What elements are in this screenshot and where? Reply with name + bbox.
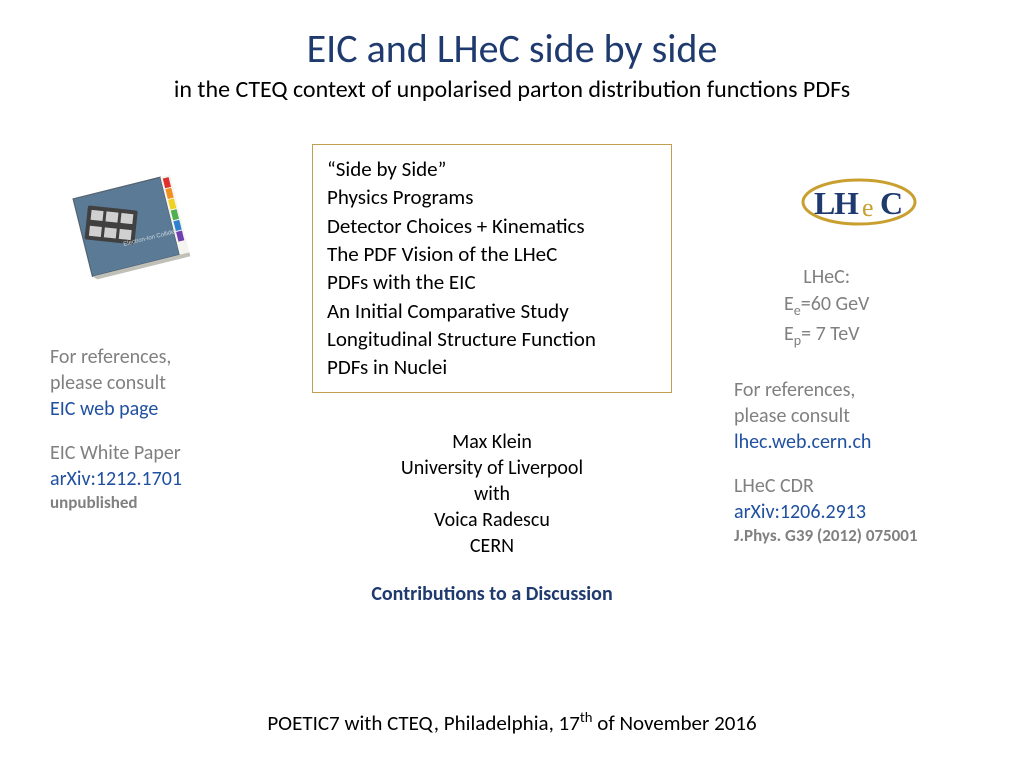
title-block: EIC and LHeC side by side in the CTEQ co… — [0, 0, 1024, 104]
ref-text: For references, — [734, 377, 918, 403]
lhec-parameters: LHeC: Ee=60 GeV Ep= 7 TeV — [784, 264, 869, 351]
svg-text:L: L — [814, 185, 835, 221]
lhec-param-ee: Ee=60 GeV — [784, 291, 869, 321]
ref-text: please consult — [734, 403, 918, 429]
right-column: L H e C LHeC: Ee=60 GeV Ep= 7 TeV For re… — [734, 144, 974, 547]
lhec-param-ep: Ep= 7 TeV — [784, 321, 869, 351]
eic-arxiv-link[interactable]: arXiv:1212.1701 — [50, 466, 182, 492]
author-affil: University of Liverpool — [371, 455, 612, 481]
author-name2: Voica Radescu — [371, 507, 612, 533]
content-row: Electron-Ion Collider For references, pl… — [0, 144, 1024, 607]
eic-book-icon: Electron-Ion Collider — [60, 174, 200, 284]
topic-line: Longitudinal Structure Function — [327, 325, 653, 353]
svg-text:C: C — [880, 185, 903, 221]
lhec-arxiv-link[interactable]: arXiv:1206.2913 — [734, 499, 918, 525]
contributions-label: Contributions to a Discussion — [371, 581, 612, 607]
topic-line: Physics Programs — [327, 183, 653, 211]
ref-text: EIC White Paper — [50, 440, 182, 466]
page-subtitle: in the CTEQ context of unpolarised parto… — [0, 75, 1024, 104]
topic-line: PDFs with the EIC — [327, 268, 653, 296]
ref-text: J.Phys. G39 (2012) 075001 — [734, 525, 918, 547]
left-column: Electron-Ion Collider For references, pl… — [50, 144, 250, 514]
topic-line: An Initial Comparative Study — [327, 297, 653, 325]
topics-box: “Side by Side” Physics Programs Detector… — [312, 144, 672, 393]
lhec-references: For references, please consult lhec.web.… — [734, 377, 918, 547]
footer-venue: POETIC7 with CTEQ, Philadelphia, 17th of… — [0, 708, 1024, 736]
lhec-label: LHeC: — [784, 264, 869, 291]
lhec-logo-icon: L H e C — [794, 174, 924, 234]
topic-line: “Side by Side” — [327, 155, 653, 183]
topic-line: PDFs in Nuclei — [327, 353, 653, 381]
author-affil2: CERN — [371, 533, 612, 559]
topic-line: The PDF Vision of the LHeC — [327, 240, 653, 268]
ref-text: unpublished — [50, 492, 182, 514]
author-name: Max Klein — [371, 429, 612, 455]
lhec-web-link[interactable]: lhec.web.cern.ch — [734, 429, 918, 455]
ref-text: LHeC CDR — [734, 473, 918, 499]
eic-web-link[interactable]: EIC web page — [50, 396, 182, 422]
author-block: Max Klein University of Liverpool with V… — [371, 429, 612, 607]
svg-text:H: H — [834, 185, 859, 221]
author-with: with — [371, 481, 612, 507]
ref-text: please consult — [50, 370, 182, 396]
ref-text: For references, — [50, 344, 182, 370]
svg-text:e: e — [862, 193, 874, 222]
eic-references: For references, please consult EIC web p… — [50, 344, 182, 514]
topic-line: Detector Choices + Kinematics — [327, 212, 653, 240]
center-column: “Side by Side” Physics Programs Detector… — [282, 144, 702, 607]
page-title: EIC and LHeC side by side — [0, 24, 1024, 73]
